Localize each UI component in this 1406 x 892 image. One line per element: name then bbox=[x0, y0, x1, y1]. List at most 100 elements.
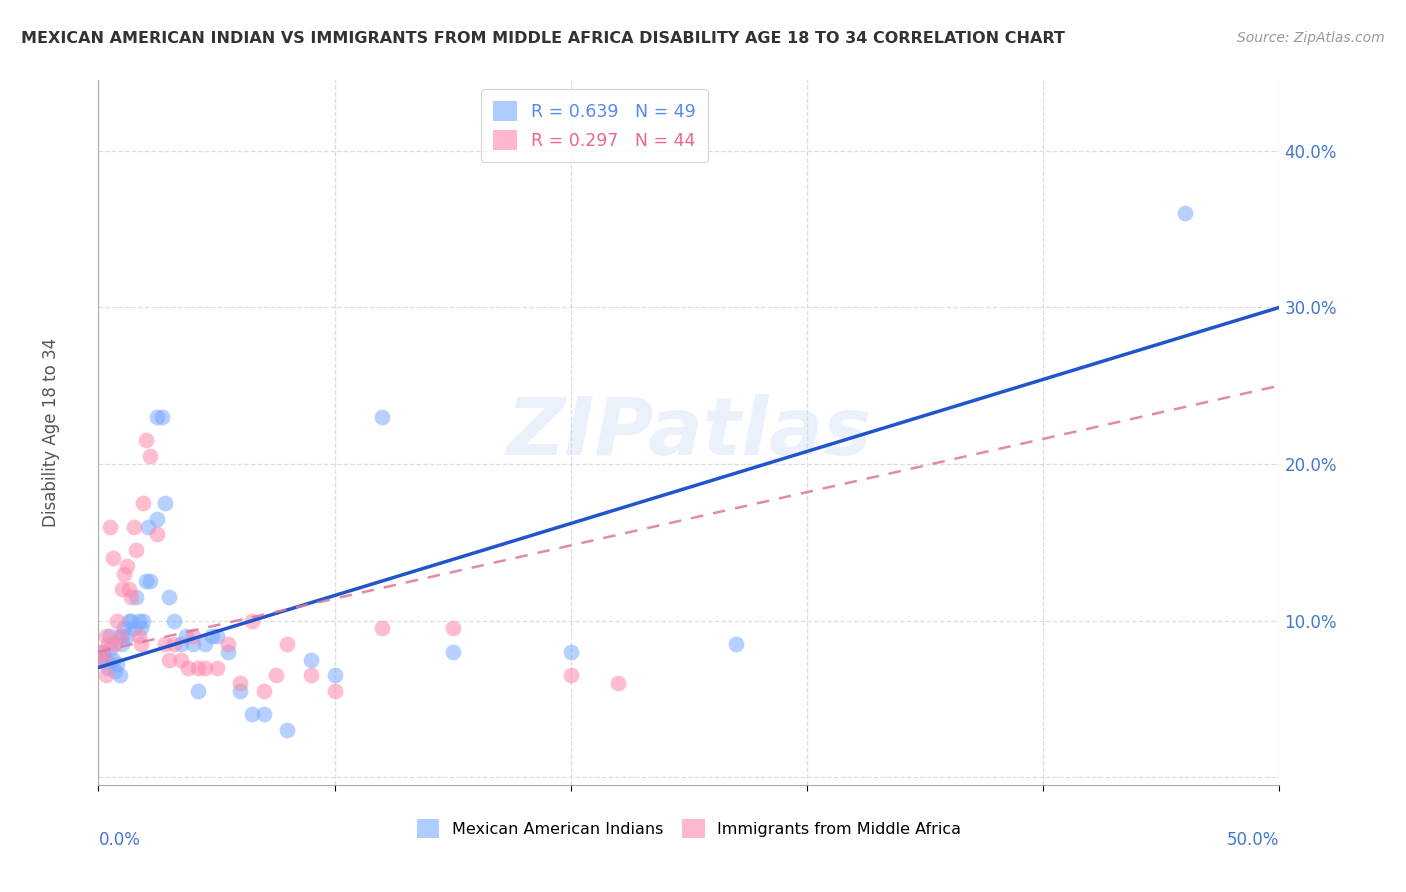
Point bbox=[118, 614, 141, 628]
Point bbox=[181, 629, 204, 643]
Point bbox=[153, 637, 176, 651]
Point bbox=[105, 657, 128, 672]
Point bbox=[135, 434, 157, 448]
Point bbox=[174, 629, 197, 643]
Point bbox=[276, 637, 298, 651]
Point bbox=[128, 629, 150, 643]
Point bbox=[115, 558, 138, 573]
Point bbox=[105, 614, 128, 628]
Point bbox=[560, 668, 582, 682]
Point bbox=[125, 590, 148, 604]
Text: 50.0%: 50.0% bbox=[1227, 830, 1279, 849]
Point bbox=[121, 590, 143, 604]
Point bbox=[146, 409, 169, 424]
Point bbox=[135, 574, 157, 589]
Point bbox=[132, 614, 155, 628]
Point bbox=[111, 582, 134, 597]
Point bbox=[97, 660, 120, 674]
Point bbox=[111, 629, 134, 643]
Point bbox=[91, 645, 114, 659]
Point bbox=[229, 684, 252, 698]
Point bbox=[205, 629, 228, 643]
Point bbox=[194, 637, 217, 651]
Point bbox=[229, 676, 252, 690]
Text: 0.0%: 0.0% bbox=[98, 830, 141, 849]
Point bbox=[607, 676, 630, 690]
Point bbox=[122, 519, 145, 533]
Point bbox=[91, 653, 114, 667]
Point bbox=[276, 723, 298, 738]
Point bbox=[187, 660, 209, 674]
Y-axis label: Disability Age 18 to 34: Disability Age 18 to 34 bbox=[42, 338, 60, 527]
Point bbox=[125, 543, 148, 558]
Point bbox=[128, 614, 150, 628]
Point bbox=[101, 550, 124, 565]
Point bbox=[253, 684, 276, 698]
Point bbox=[132, 496, 155, 510]
Point bbox=[139, 574, 162, 589]
Point bbox=[240, 614, 263, 628]
Point bbox=[146, 512, 169, 526]
Point bbox=[146, 527, 169, 541]
Point bbox=[108, 668, 131, 682]
Point bbox=[157, 590, 180, 604]
Point bbox=[157, 653, 180, 667]
Point bbox=[153, 496, 176, 510]
Point bbox=[112, 566, 135, 581]
Point bbox=[201, 629, 224, 643]
Point bbox=[205, 660, 228, 674]
Point bbox=[104, 637, 127, 651]
Point bbox=[1174, 206, 1197, 220]
Point bbox=[371, 409, 394, 424]
Legend: Mexican American Indians, Immigrants from Middle Africa: Mexican American Indians, Immigrants fro… bbox=[411, 813, 967, 844]
Point bbox=[101, 653, 124, 667]
Point bbox=[725, 637, 748, 651]
Point bbox=[217, 637, 239, 651]
Point bbox=[217, 645, 239, 659]
Point bbox=[299, 668, 322, 682]
Point bbox=[150, 409, 173, 424]
Point bbox=[129, 637, 152, 651]
Point bbox=[94, 629, 117, 643]
Point bbox=[111, 637, 134, 651]
Point bbox=[97, 637, 120, 651]
Point bbox=[98, 519, 121, 533]
Point bbox=[115, 629, 138, 643]
Text: Source: ZipAtlas.com: Source: ZipAtlas.com bbox=[1237, 31, 1385, 45]
Point bbox=[112, 621, 135, 635]
Point bbox=[129, 621, 152, 635]
Point bbox=[170, 653, 193, 667]
Point bbox=[163, 637, 186, 651]
Point bbox=[240, 707, 263, 722]
Text: ZIPatlas: ZIPatlas bbox=[506, 393, 872, 472]
Point bbox=[177, 660, 200, 674]
Point bbox=[121, 614, 143, 628]
Point bbox=[163, 614, 186, 628]
Point bbox=[118, 582, 141, 597]
Point bbox=[441, 621, 464, 635]
Point bbox=[98, 641, 121, 656]
Point bbox=[299, 653, 322, 667]
Point bbox=[264, 668, 287, 682]
Point bbox=[94, 653, 117, 667]
Point bbox=[371, 621, 394, 635]
Point bbox=[560, 645, 582, 659]
Point bbox=[194, 660, 217, 674]
Point bbox=[98, 629, 121, 643]
Text: MEXICAN AMERICAN INDIAN VS IMMIGRANTS FROM MIDDLE AFRICA DISABILITY AGE 18 TO 34: MEXICAN AMERICAN INDIAN VS IMMIGRANTS FR… bbox=[21, 31, 1064, 46]
Point bbox=[104, 664, 127, 678]
Point bbox=[441, 645, 464, 659]
Point bbox=[187, 684, 209, 698]
Point bbox=[108, 629, 131, 643]
Point bbox=[253, 707, 276, 722]
Point bbox=[139, 449, 162, 463]
Point bbox=[122, 621, 145, 635]
Point bbox=[181, 637, 204, 651]
Point bbox=[323, 684, 346, 698]
Point bbox=[90, 653, 112, 667]
Point bbox=[94, 668, 117, 682]
Point bbox=[90, 645, 112, 659]
Point bbox=[136, 519, 159, 533]
Point bbox=[170, 637, 193, 651]
Point bbox=[323, 668, 346, 682]
